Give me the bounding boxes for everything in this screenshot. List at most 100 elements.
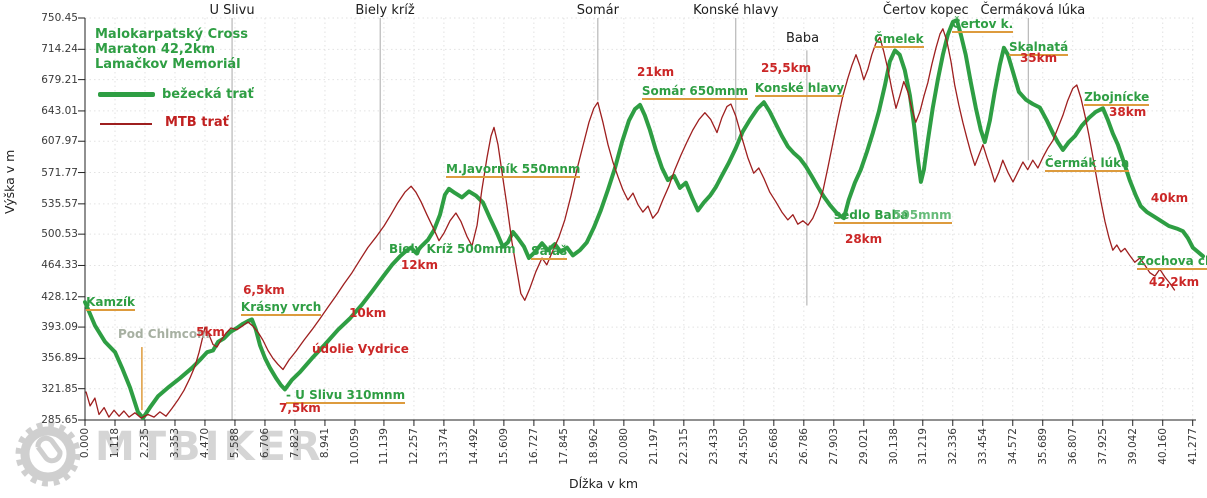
x-tick-label: 24.550 <box>737 428 750 465</box>
y-tick-label: 607.97 <box>41 135 78 148</box>
x-tick-label: 32.336 <box>946 428 959 465</box>
x-axis-title: Dĺžka v km <box>568 476 639 491</box>
summit-label: Konské hlavy <box>693 3 779 18</box>
annotation-km: 42,2km <box>1149 275 1200 290</box>
x-tick-label: 13.374 <box>437 428 450 465</box>
mtbiker-gear-icon <box>15 421 81 487</box>
x-tick-label: 30.138 <box>887 428 900 465</box>
annotation-km: 6,5km <box>243 282 285 297</box>
summit-label: Čermáková lúka <box>980 3 1086 18</box>
legend-title-line2: Maraton 42,2km <box>95 42 216 57</box>
x-tick-label: 18.962 <box>587 428 600 465</box>
annotation-poi-light: 505mnm <box>893 207 952 224</box>
y-tick-label: 464.33 <box>41 259 78 272</box>
x-tick-label: 34.572 <box>1006 428 1019 465</box>
annotation-poi: Salaš <box>531 243 568 260</box>
x-tick-label: 36.807 <box>1066 428 1079 465</box>
x-tick-label: 25.668 <box>767 428 780 465</box>
x-tick-label: 31.219 <box>916 428 929 465</box>
annotation-poi: Zbojnícke <box>1084 90 1150 107</box>
x-tick-label: 14.492 <box>467 428 480 465</box>
x-tick-label: 2.235 <box>138 428 151 459</box>
annotation-poi: Čmelek <box>873 32 924 49</box>
annotation-km: 40km <box>1150 191 1189 206</box>
annotation-poi: Čermák lúka <box>1044 155 1130 172</box>
y-tick-label: 643.01 <box>41 104 78 117</box>
x-tick-label: 23.433 <box>707 428 720 465</box>
annotation-poi: M.Javorník 550mnm <box>445 161 581 178</box>
annotation-km: 21km <box>637 64 675 79</box>
legend-mtb-label: MTB trať <box>165 115 229 130</box>
x-tick-label: 3.353 <box>168 428 181 459</box>
annotation-km: 12km <box>400 257 439 272</box>
x-tick-label: 4.470 <box>198 428 211 459</box>
summit-label: Čertov kopec <box>882 3 969 18</box>
x-tick-label: 20.080 <box>617 428 630 465</box>
x-tick-label: 39.042 <box>1126 428 1139 465</box>
y-tick-label: 285.65 <box>41 414 78 426</box>
annotation-km: 38km <box>1109 104 1147 119</box>
x-tick-label: 33.454 <box>976 428 989 465</box>
x-tick-label: 0.000 <box>79 428 91 459</box>
x-tick-label: 5.588 <box>228 428 241 459</box>
legend-running-line-sample <box>98 92 155 97</box>
annotation-poi: Skalnatá <box>1008 39 1069 56</box>
annotation-km: 10km <box>349 306 387 321</box>
summit-label: U Slivu <box>209 3 255 18</box>
x-tick-label: 12.257 <box>407 428 420 465</box>
x-tick-label: 29.021 <box>857 428 870 465</box>
y-tick-label: 679.21 <box>41 73 78 86</box>
annotation-poi: Biely Kríž 500mnm <box>389 242 516 257</box>
annotation-km: údolie Vydrice <box>312 341 409 356</box>
y-tick-label: 500.53 <box>41 228 78 241</box>
legend-title-line1: Malokarpatský Cross <box>95 27 248 42</box>
y-tick-label: 714.24 <box>41 43 78 56</box>
mtb-trail-line <box>85 28 1176 419</box>
x-tick-label: 22.315 <box>677 428 690 465</box>
x-tick-label: 7.823 <box>288 428 301 459</box>
running-trail-line <box>83 18 1205 420</box>
x-tick-label: 10.059 <box>348 428 361 465</box>
x-tick-label: 8.941 <box>318 428 331 459</box>
legend-running-label: bežecká trať <box>162 87 254 102</box>
annotation-poi: Čertov k. <box>951 17 1014 34</box>
x-tick-label: 11.139 <box>377 428 390 465</box>
annotation-poi: - U Slivu 310mnm <box>285 388 406 405</box>
y-tick-label: 535.57 <box>41 197 78 210</box>
x-tick-label: 26.786 <box>797 428 810 465</box>
annotation-km: 35km <box>1019 51 1058 66</box>
summit-label: Biely kríž <box>355 3 415 18</box>
x-tick-label: 15.609 <box>497 428 510 465</box>
annotation-poi: Zochova ch. <box>1136 255 1207 271</box>
y-tick-label: 428.12 <box>41 290 78 303</box>
x-tick-label: 35.689 <box>1036 428 1049 465</box>
annotation-km: 28km <box>844 231 883 246</box>
x-tick-label: 40.160 <box>1156 428 1169 465</box>
y-tick-label: 393.09 <box>41 321 78 334</box>
x-tick-label: 37.925 <box>1096 428 1109 465</box>
annotation-poi: sedlo Baba <box>833 207 909 224</box>
mtbiker-watermark-text: MTBIKER <box>95 424 325 470</box>
legend-title-line3: Lamačkov Memoriál <box>95 57 241 72</box>
y-tick-label: 571.77 <box>41 166 78 179</box>
annotation-km: 5km <box>196 325 225 340</box>
x-tick-label: 21.197 <box>647 428 660 465</box>
y-tick-label: 750.45 <box>41 12 78 24</box>
annotation-poi: Kamzík <box>86 295 136 312</box>
legend-mtb-line-sample <box>100 123 152 125</box>
annotation-poi: Krásny vrch <box>240 300 322 317</box>
annotation-km: 25,5km <box>760 60 812 75</box>
x-tick-label: 27.903 <box>827 428 840 465</box>
legend: Malokarpatský Cross Maraton 42,2km Lamač… <box>95 27 248 72</box>
x-tick-label: 41.277 <box>1186 428 1199 465</box>
summit-label: Somár <box>576 3 619 18</box>
annotation-poi: Somár 650mnm <box>641 83 749 100</box>
y-axis-title: Výška v m <box>2 149 17 214</box>
x-tick-label: 6.706 <box>258 428 271 459</box>
x-tick-label: 17.845 <box>557 428 570 465</box>
x-tick-label: 16.727 <box>527 428 540 465</box>
x-tick-label: 1.118 <box>109 428 121 459</box>
annotation-place: Baba <box>785 31 820 47</box>
